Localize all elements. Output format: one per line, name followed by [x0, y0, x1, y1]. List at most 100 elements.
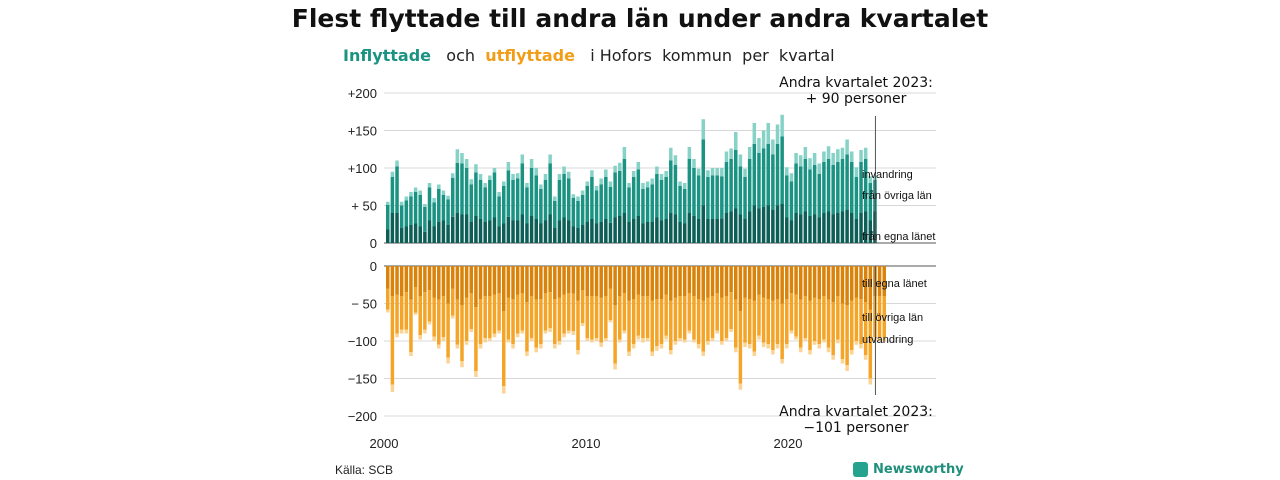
bar-out-ovriga: [511, 299, 515, 344]
bar-in-ovriga: [566, 178, 571, 221]
bar-out-egna: [794, 266, 798, 295]
bar-out-ovriga: [794, 294, 798, 337]
bar-in-egna: [432, 226, 436, 243]
bar-out-egna: [539, 266, 543, 299]
bar-in-ovriga: [478, 180, 483, 219]
bar-out-ovriga: [622, 293, 627, 331]
bar-out-egna: [599, 266, 603, 298]
bar-out-utvandring: [812, 341, 817, 345]
bar-in-invandring: [859, 150, 863, 162]
annotation-out-line1: Andra kvartalet 2023:: [779, 404, 933, 420]
series-label-in: invandring: [862, 169, 913, 181]
bar-in-ovriga: [539, 189, 543, 224]
bar-out-ovriga: [882, 296, 886, 338]
bar-in-ovriga: [618, 171, 622, 216]
grid-lines: [384, 92, 936, 417]
bar-in-invandring: [831, 153, 835, 165]
bar-out-utvandring: [836, 339, 840, 344]
bar-out-egna: [803, 266, 808, 296]
bar-out-utvandring: [706, 341, 710, 345]
bar-out-utvandring: [734, 347, 738, 353]
bar-in-invandring: [562, 166, 566, 174]
bar-out-utvandring: [840, 359, 845, 364]
bar-out-utvandring: [877, 337, 882, 341]
bar-out-egna: [488, 266, 492, 296]
bar-in-egna: [404, 226, 409, 243]
bar-out-utvandring: [761, 342, 766, 347]
bar-in-ovriga: [497, 196, 501, 227]
bar-out-egna: [590, 266, 594, 296]
bar-in-egna: [599, 222, 603, 243]
bar-in-invandring: [803, 147, 808, 159]
subtitle-inflyttade: Inflyttade: [343, 46, 432, 65]
bar-out-egna: [747, 266, 752, 299]
bar-in-invandring: [794, 153, 798, 164]
bar-out-egna: [441, 266, 446, 296]
bar-in-ovriga: [506, 170, 511, 217]
bar-in-ovriga: [706, 177, 710, 219]
bar-in-invandring: [441, 190, 446, 195]
bar-in-invandring: [386, 201, 390, 205]
bar-out-ovriga: [822, 296, 826, 340]
bar-out-egna: [557, 266, 562, 298]
bar-in-invandring: [757, 138, 761, 153]
bar-in-ovriga: [798, 166, 803, 215]
bar-out-egna: [413, 266, 418, 287]
series-label-out: till övriga län: [862, 312, 923, 324]
bar-in-invandring: [696, 168, 701, 176]
bar-in-egna: [529, 216, 534, 243]
bar-in-egna: [868, 220, 873, 243]
bar-in-egna: [627, 222, 631, 243]
bar-in-ovriga: [423, 207, 427, 232]
bar-out-egna: [492, 266, 497, 295]
y-tick-label-out: − 50: [351, 297, 377, 312]
bar-out-utvandring: [798, 347, 803, 353]
bar-out-ovriga: [854, 297, 859, 341]
bar-out-egna: [863, 266, 868, 302]
bar-in-ovriga: [441, 195, 446, 221]
bar-out-ovriga: [747, 299, 752, 344]
series-label-in: från övriga län: [862, 190, 932, 202]
bar-out-utvandring: [636, 335, 641, 340]
bar-out-ovriga: [464, 297, 469, 341]
bar-out-ovriga: [798, 299, 803, 348]
bar-in-invandring: [409, 192, 413, 197]
bar-in-invandring: [761, 130, 766, 149]
bar-in-egna: [836, 213, 840, 243]
bar-out-ovriga: [576, 300, 580, 350]
bar-out-utvandring: [845, 365, 849, 371]
bar-out-utvandring: [562, 333, 566, 338]
y-tick-label-out: −150: [348, 372, 377, 387]
bar-out-ovriga: [608, 288, 613, 320]
bar-in-invandring: [469, 179, 474, 185]
bar-out-ovriga: [877, 296, 882, 338]
bar-out-egna: [464, 266, 469, 298]
bar-in-ovriga: [775, 144, 780, 206]
bar-out-ovriga: [771, 300, 775, 350]
y-tick-label-out: 0: [370, 259, 377, 274]
bar-out-egna: [631, 266, 636, 299]
bar-in-invandring: [553, 196, 557, 201]
bar-in-invandring: [413, 187, 418, 192]
bar-out-ovriga: [692, 296, 696, 340]
bar-out-ovriga: [850, 300, 854, 350]
bar-in-invandring: [539, 184, 543, 189]
bar-in-ovriga: [655, 174, 659, 218]
bar-in-invandring: [812, 153, 817, 165]
bar-in-egna: [502, 223, 506, 243]
bar-in-invandring: [590, 170, 594, 177]
bar-out-ovriga: [413, 287, 418, 313]
bar-out-egna: [701, 266, 706, 301]
bar-out-utvandring: [539, 344, 543, 349]
bar-in-invandring: [543, 174, 548, 180]
bar-in-egna: [854, 219, 859, 243]
bar-out-utvandring: [455, 344, 460, 349]
bar-in-ovriga: [492, 172, 497, 218]
bar-out-egna: [390, 266, 395, 296]
bar-out-utvandring: [673, 341, 678, 345]
annotation-out-line2: −101 personer: [803, 420, 909, 436]
bar-in-egna: [450, 216, 455, 243]
bar-in-egna: [775, 205, 780, 243]
bar-out-utvandring: [631, 344, 636, 349]
bar-in-egna: [655, 217, 659, 243]
